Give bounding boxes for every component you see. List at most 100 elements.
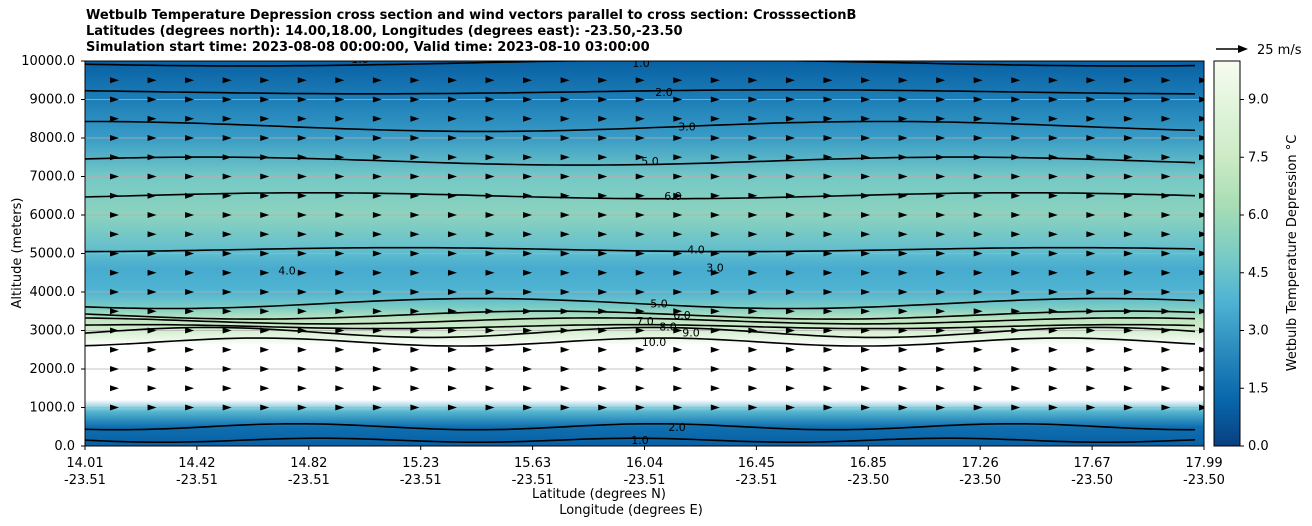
wind-vector	[898, 327, 908, 334]
wind-vector	[785, 327, 795, 334]
wind-vector	[861, 77, 871, 84]
wind-vector	[785, 269, 795, 276]
wind-vector	[673, 96, 683, 103]
wind-vector	[1086, 289, 1096, 295]
wind-vector	[447, 269, 457, 276]
wind-vector	[335, 385, 345, 392]
wind-vector	[823, 366, 833, 372]
wind-vector	[936, 346, 946, 353]
wind-vector	[297, 173, 307, 180]
wind-vector	[861, 96, 871, 103]
colorbar-label: Wetbulb Temperature Depression °C	[1285, 135, 1300, 372]
wind-vector	[222, 250, 232, 257]
wind-vector	[1048, 289, 1058, 295]
wind-vector	[898, 77, 908, 84]
wind-vector	[185, 96, 195, 103]
wind-vector	[560, 192, 570, 199]
wind-vector	[147, 404, 157, 411]
wind-vector	[936, 96, 946, 103]
wind-vector	[260, 173, 270, 180]
wind-vector	[598, 346, 608, 353]
wind-vector	[560, 327, 570, 334]
wind-vector	[260, 212, 270, 218]
wind-vector	[1086, 212, 1096, 218]
wind-vector	[823, 115, 833, 122]
wind-vector	[635, 346, 645, 353]
wind-vector	[372, 212, 382, 218]
wind-vector	[861, 404, 871, 411]
wind-vector	[1161, 385, 1171, 392]
wind-vector	[185, 135, 195, 141]
wind-vector	[748, 192, 758, 199]
wind-vector	[560, 346, 570, 353]
wind-vector	[222, 289, 232, 295]
wind-vector	[447, 115, 457, 122]
x-tick-label-lat: 16.85	[850, 456, 887, 471]
wind-vector	[635, 250, 645, 257]
contour-line	[85, 310, 1196, 320]
colorbar-tick-label: 0.0	[1248, 439, 1269, 454]
contour-line	[85, 423, 1195, 431]
wind-vector	[598, 308, 608, 315]
wind-vector	[973, 154, 983, 161]
wind-vector	[748, 289, 758, 295]
wind-vector	[1123, 192, 1133, 199]
wind-vector	[147, 192, 157, 199]
wind-vector	[222, 327, 232, 334]
wind-vector	[898, 289, 908, 295]
wind-vector	[785, 250, 795, 257]
wind-vector	[1086, 192, 1096, 199]
wind-vector	[485, 115, 495, 122]
wind-vector	[372, 385, 382, 392]
y-tick-label: 0.0	[54, 439, 75, 454]
wind-vector	[447, 404, 457, 411]
wind-vector	[673, 366, 683, 372]
wind-vector	[973, 385, 983, 392]
wind-vector	[936, 250, 946, 257]
wind-vector	[410, 385, 420, 392]
wind-vector	[260, 366, 270, 372]
wind-vector	[523, 269, 533, 276]
wind-vector	[560, 404, 570, 411]
wind-vector	[447, 289, 457, 295]
wind-vector	[372, 135, 382, 141]
contour-line	[85, 437, 1196, 443]
wind-vector	[1161, 366, 1171, 372]
contour-label: 4.0	[278, 265, 296, 278]
wind-vector	[861, 173, 871, 180]
wind-vector	[898, 308, 908, 315]
y-tick-label: 10000.0	[21, 54, 75, 69]
wind-vector	[222, 212, 232, 218]
wind-vector	[147, 269, 157, 276]
wind-vector	[823, 404, 833, 411]
wind-vector	[1199, 212, 1204, 218]
wind-vector	[748, 366, 758, 372]
wind-vector	[410, 250, 420, 257]
wind-vector	[372, 308, 382, 315]
wind-vector	[110, 366, 119, 372]
colorbar-tick-label: 4.5	[1248, 266, 1269, 281]
x-tick-label-lat: 16.04	[626, 456, 663, 471]
wind-vector	[936, 327, 946, 334]
wind-vector	[523, 212, 533, 218]
wind-vector	[297, 231, 307, 238]
wind-vector	[447, 385, 457, 392]
wind-vector	[560, 231, 570, 238]
wind-vector	[1048, 269, 1058, 276]
wind-vector	[1011, 250, 1021, 257]
contour-label: 1.0	[631, 434, 649, 447]
x-tick-label-lon: -23.50	[959, 473, 1001, 488]
wind-vector	[710, 212, 720, 218]
wind-vector	[523, 115, 533, 122]
wind-vector	[710, 289, 720, 295]
wind-vector	[560, 289, 570, 295]
wind-vector	[1048, 327, 1058, 334]
contour-label: 8.0	[659, 321, 677, 334]
wind-vector	[110, 192, 119, 199]
quiver-key: 25 m/s	[1216, 43, 1302, 58]
wind-vector	[372, 404, 382, 411]
wind-vector	[673, 115, 683, 122]
wind-vector	[147, 385, 157, 392]
wind-vector	[598, 366, 608, 372]
wind-vector	[260, 96, 270, 103]
